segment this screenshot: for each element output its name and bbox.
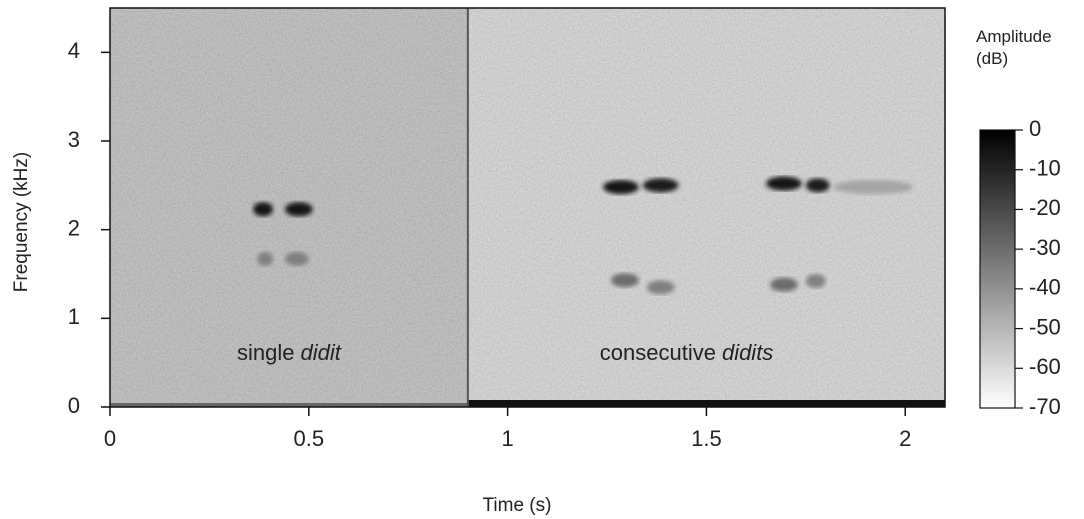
y-tick-label: 1 [68, 304, 80, 329]
plot-frame [109, 7, 946, 408]
low-band-left [110, 403, 468, 407]
spectrogram-background [110, 8, 945, 407]
x-tick-label: 1 [501, 426, 513, 451]
x-tick-label: 1.5 [691, 426, 722, 451]
sound-band [770, 277, 798, 292]
colorbar-title: Amplitude (dB) [976, 27, 1052, 68]
y-tick-label: 0 [68, 393, 80, 418]
colorbar-tick-label: -40 [1029, 275, 1061, 300]
noise [110, 8, 945, 407]
colorbar-tick-label: -20 [1029, 195, 1061, 220]
colorbar [979, 129, 1016, 409]
colorbar-tick-label: -10 [1029, 156, 1061, 181]
annotation: single didit [237, 340, 342, 365]
y-tick-label: 2 [68, 215, 80, 240]
y-tick-label: 4 [68, 38, 80, 63]
sound-band [603, 180, 639, 195]
x-tick-label: 0.5 [294, 426, 325, 451]
sound-band [642, 178, 679, 193]
colorbar-tick-label: -70 [1029, 394, 1061, 419]
sound-band [284, 202, 313, 217]
colorbar-tick-label: -60 [1029, 354, 1061, 379]
annotation-italic: didits [722, 340, 773, 365]
sound-band [611, 273, 639, 288]
colorbar-tick-label: 0 [1029, 116, 1041, 141]
y-tick-label: 3 [68, 127, 80, 152]
sound-band [766, 176, 802, 191]
sound-band [284, 251, 309, 266]
sound-band [253, 202, 274, 217]
colorbar-tick-label: -50 [1029, 314, 1061, 339]
sound-band [646, 280, 675, 295]
sound-band [805, 274, 826, 289]
sound-band [257, 251, 274, 266]
x-tick-label: 2 [899, 426, 911, 451]
sound-band [833, 180, 914, 195]
y-axis-title: Frequency (kHz) [11, 152, 32, 292]
annotation-text: single [237, 340, 294, 365]
annotation-text: consecutive [600, 340, 716, 365]
x-axis-title: Time (s) [483, 495, 552, 516]
sound-band [805, 178, 830, 193]
colorbar-tick-label: -30 [1029, 235, 1061, 260]
annotation-italic: didit [300, 340, 341, 365]
low-band [467, 400, 945, 407]
x-tick-label: 0 [104, 426, 116, 451]
annotation: consecutive didits [600, 340, 774, 365]
